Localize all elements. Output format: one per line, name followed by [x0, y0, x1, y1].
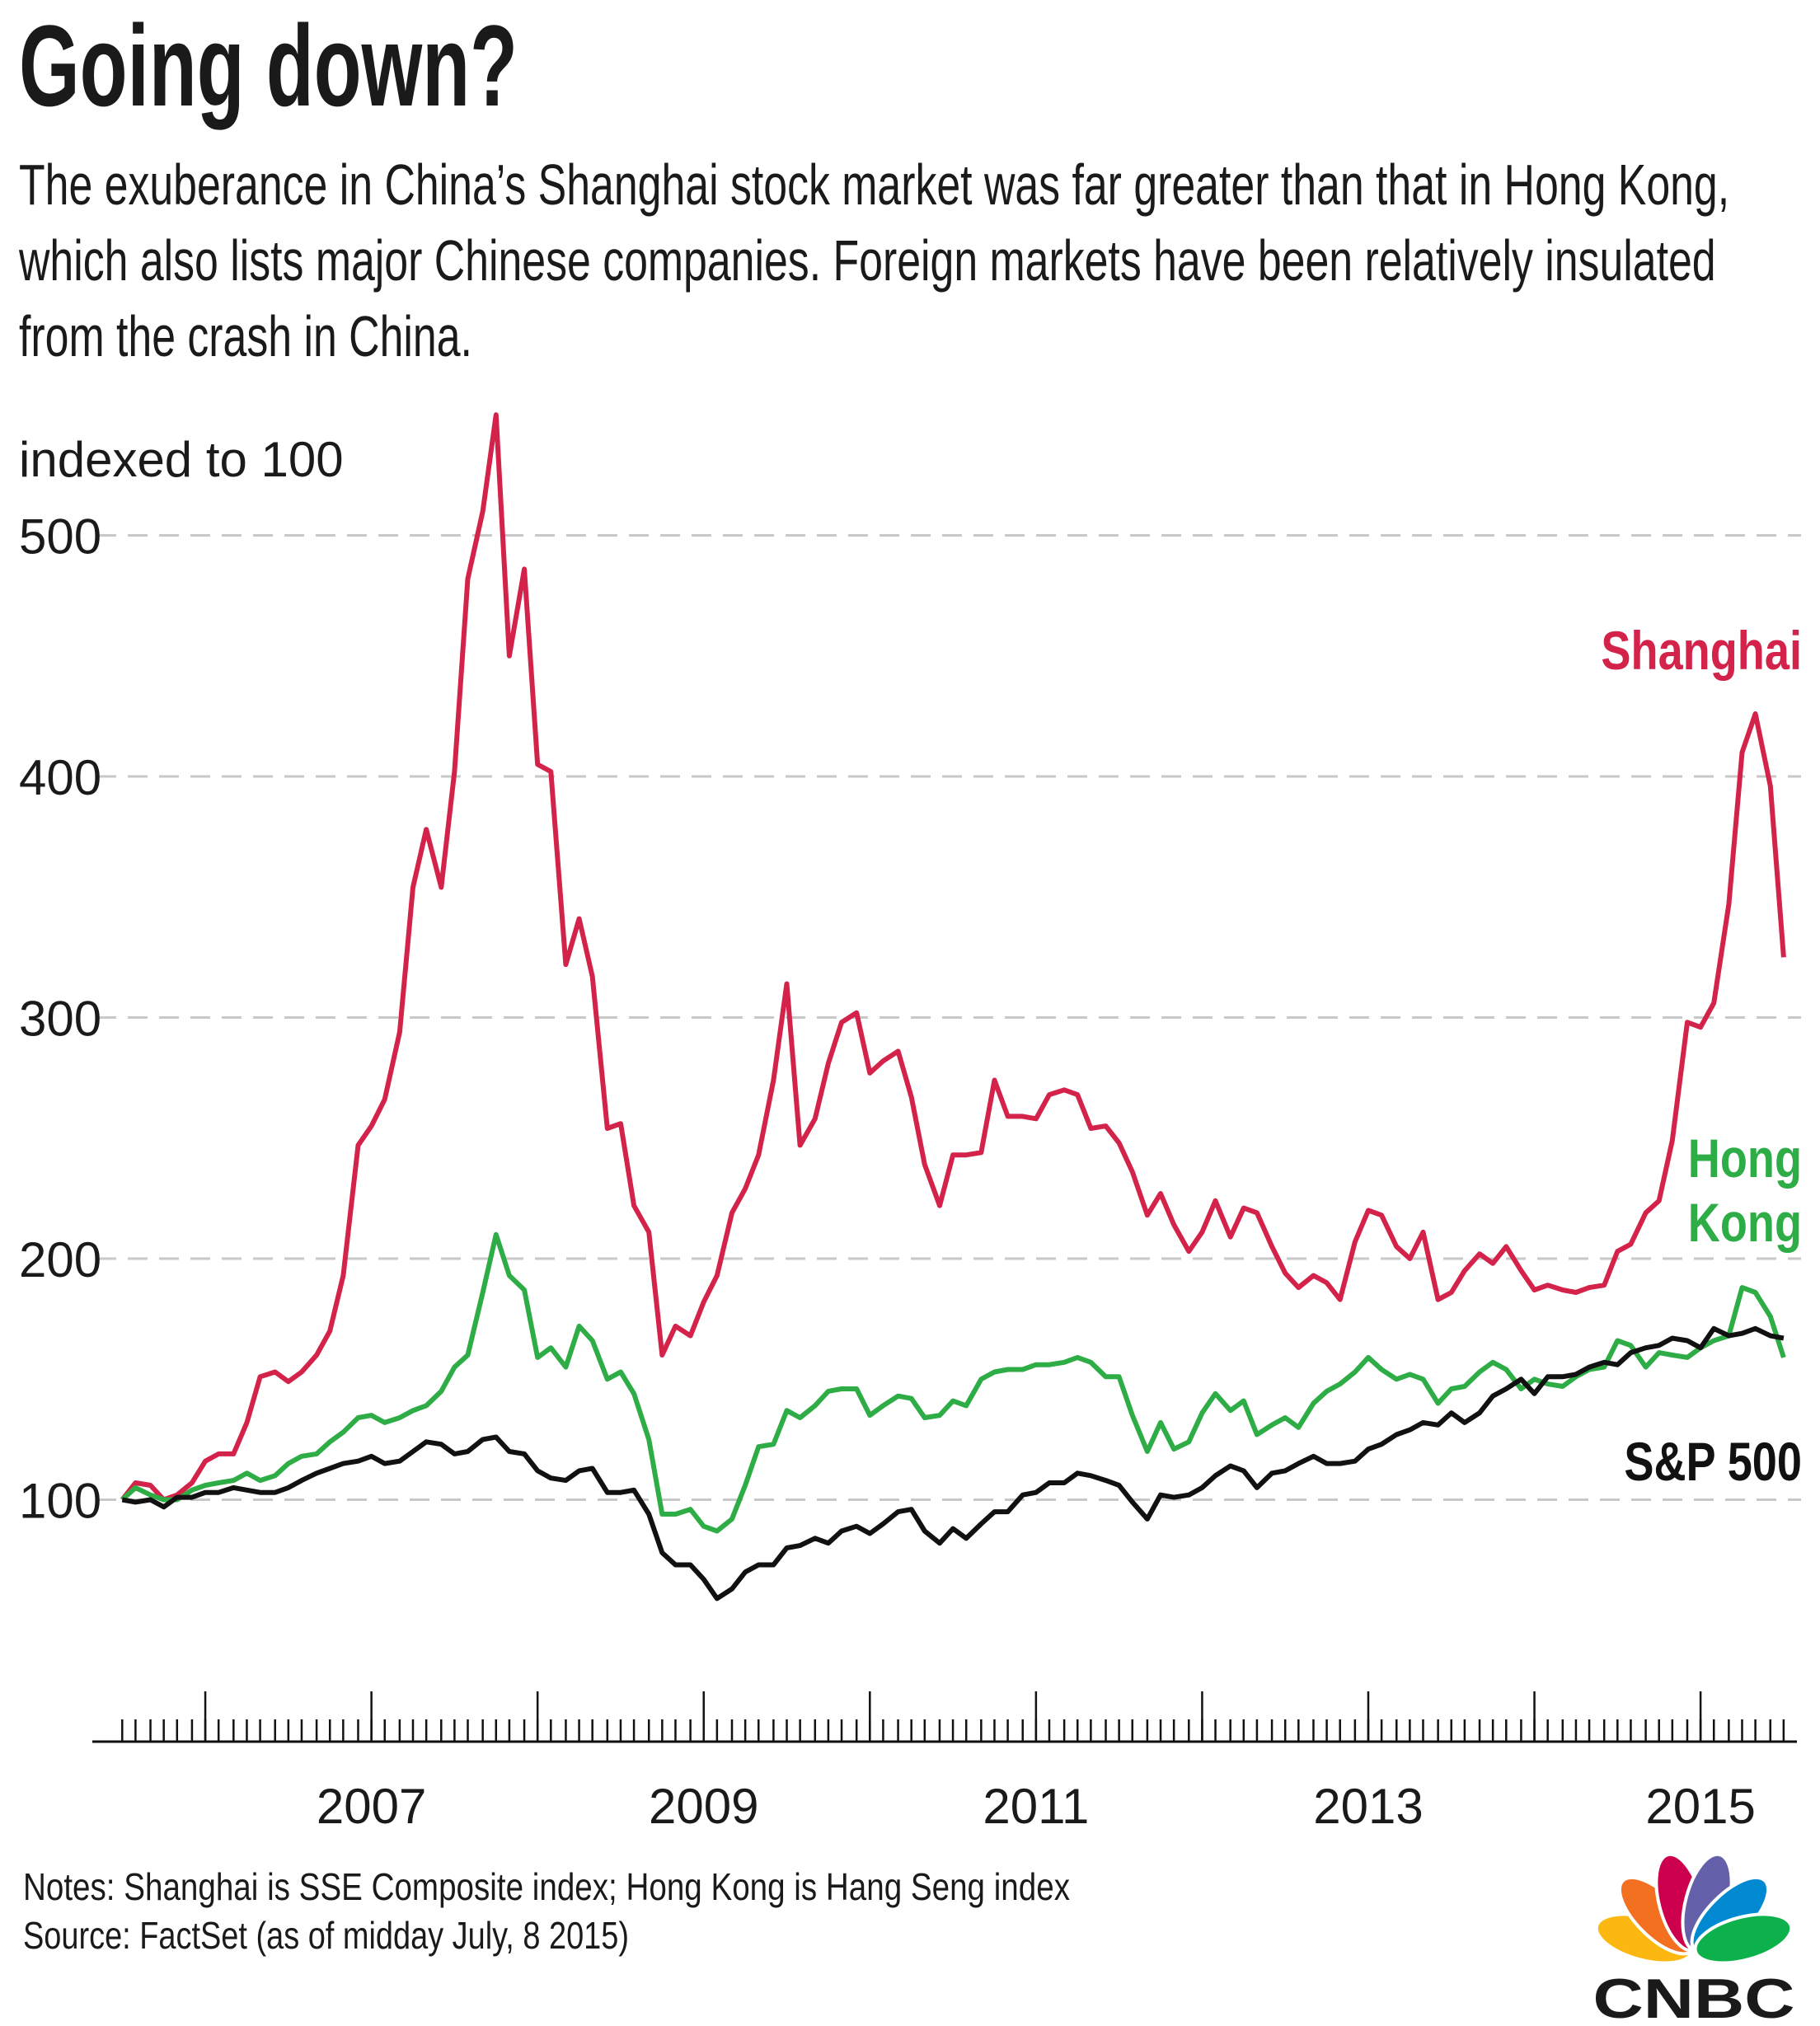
- y-axis-label: indexed to 100: [19, 432, 344, 487]
- chart-title: Going down?: [19, 1, 518, 130]
- logo: CNBC: [1593, 1852, 1795, 2026]
- series-line: [120, 1231, 1786, 1534]
- series-label: Shanghai: [1601, 620, 1802, 681]
- y-tick-label: 200: [19, 1232, 101, 1287]
- x-tick-label: 2009: [649, 1779, 758, 1834]
- x-tick-label: 2011: [983, 1779, 1089, 1834]
- x-tick-label: 2015: [1645, 1779, 1755, 1834]
- series-line: [120, 412, 1786, 1503]
- series-label: S&P 500: [1624, 1431, 1802, 1492]
- series-label: Hong Kong: [1687, 1128, 1802, 1253]
- subtitle: The exuberance in China’s Shanghai stock…: [19, 152, 1730, 368]
- notes: Notes: Shanghai is SSE Composite index; …: [23, 1865, 1070, 1908]
- x-tick-label: 2013: [1313, 1779, 1423, 1834]
- y-tick-label: 400: [19, 750, 101, 805]
- series-line: [121, 1325, 1785, 1602]
- logo-text: CNBC: [1593, 1967, 1795, 2026]
- y-tick-label: 500: [19, 509, 101, 565]
- logo-petal: [1693, 1912, 1794, 1965]
- y-tick-label: 100: [19, 1474, 101, 1529]
- x-tick-label: 2007: [317, 1779, 426, 1834]
- y-tick-label: 300: [19, 992, 101, 1047]
- source: Source: FactSet (as of midday July, 8 20…: [23, 1914, 629, 1957]
